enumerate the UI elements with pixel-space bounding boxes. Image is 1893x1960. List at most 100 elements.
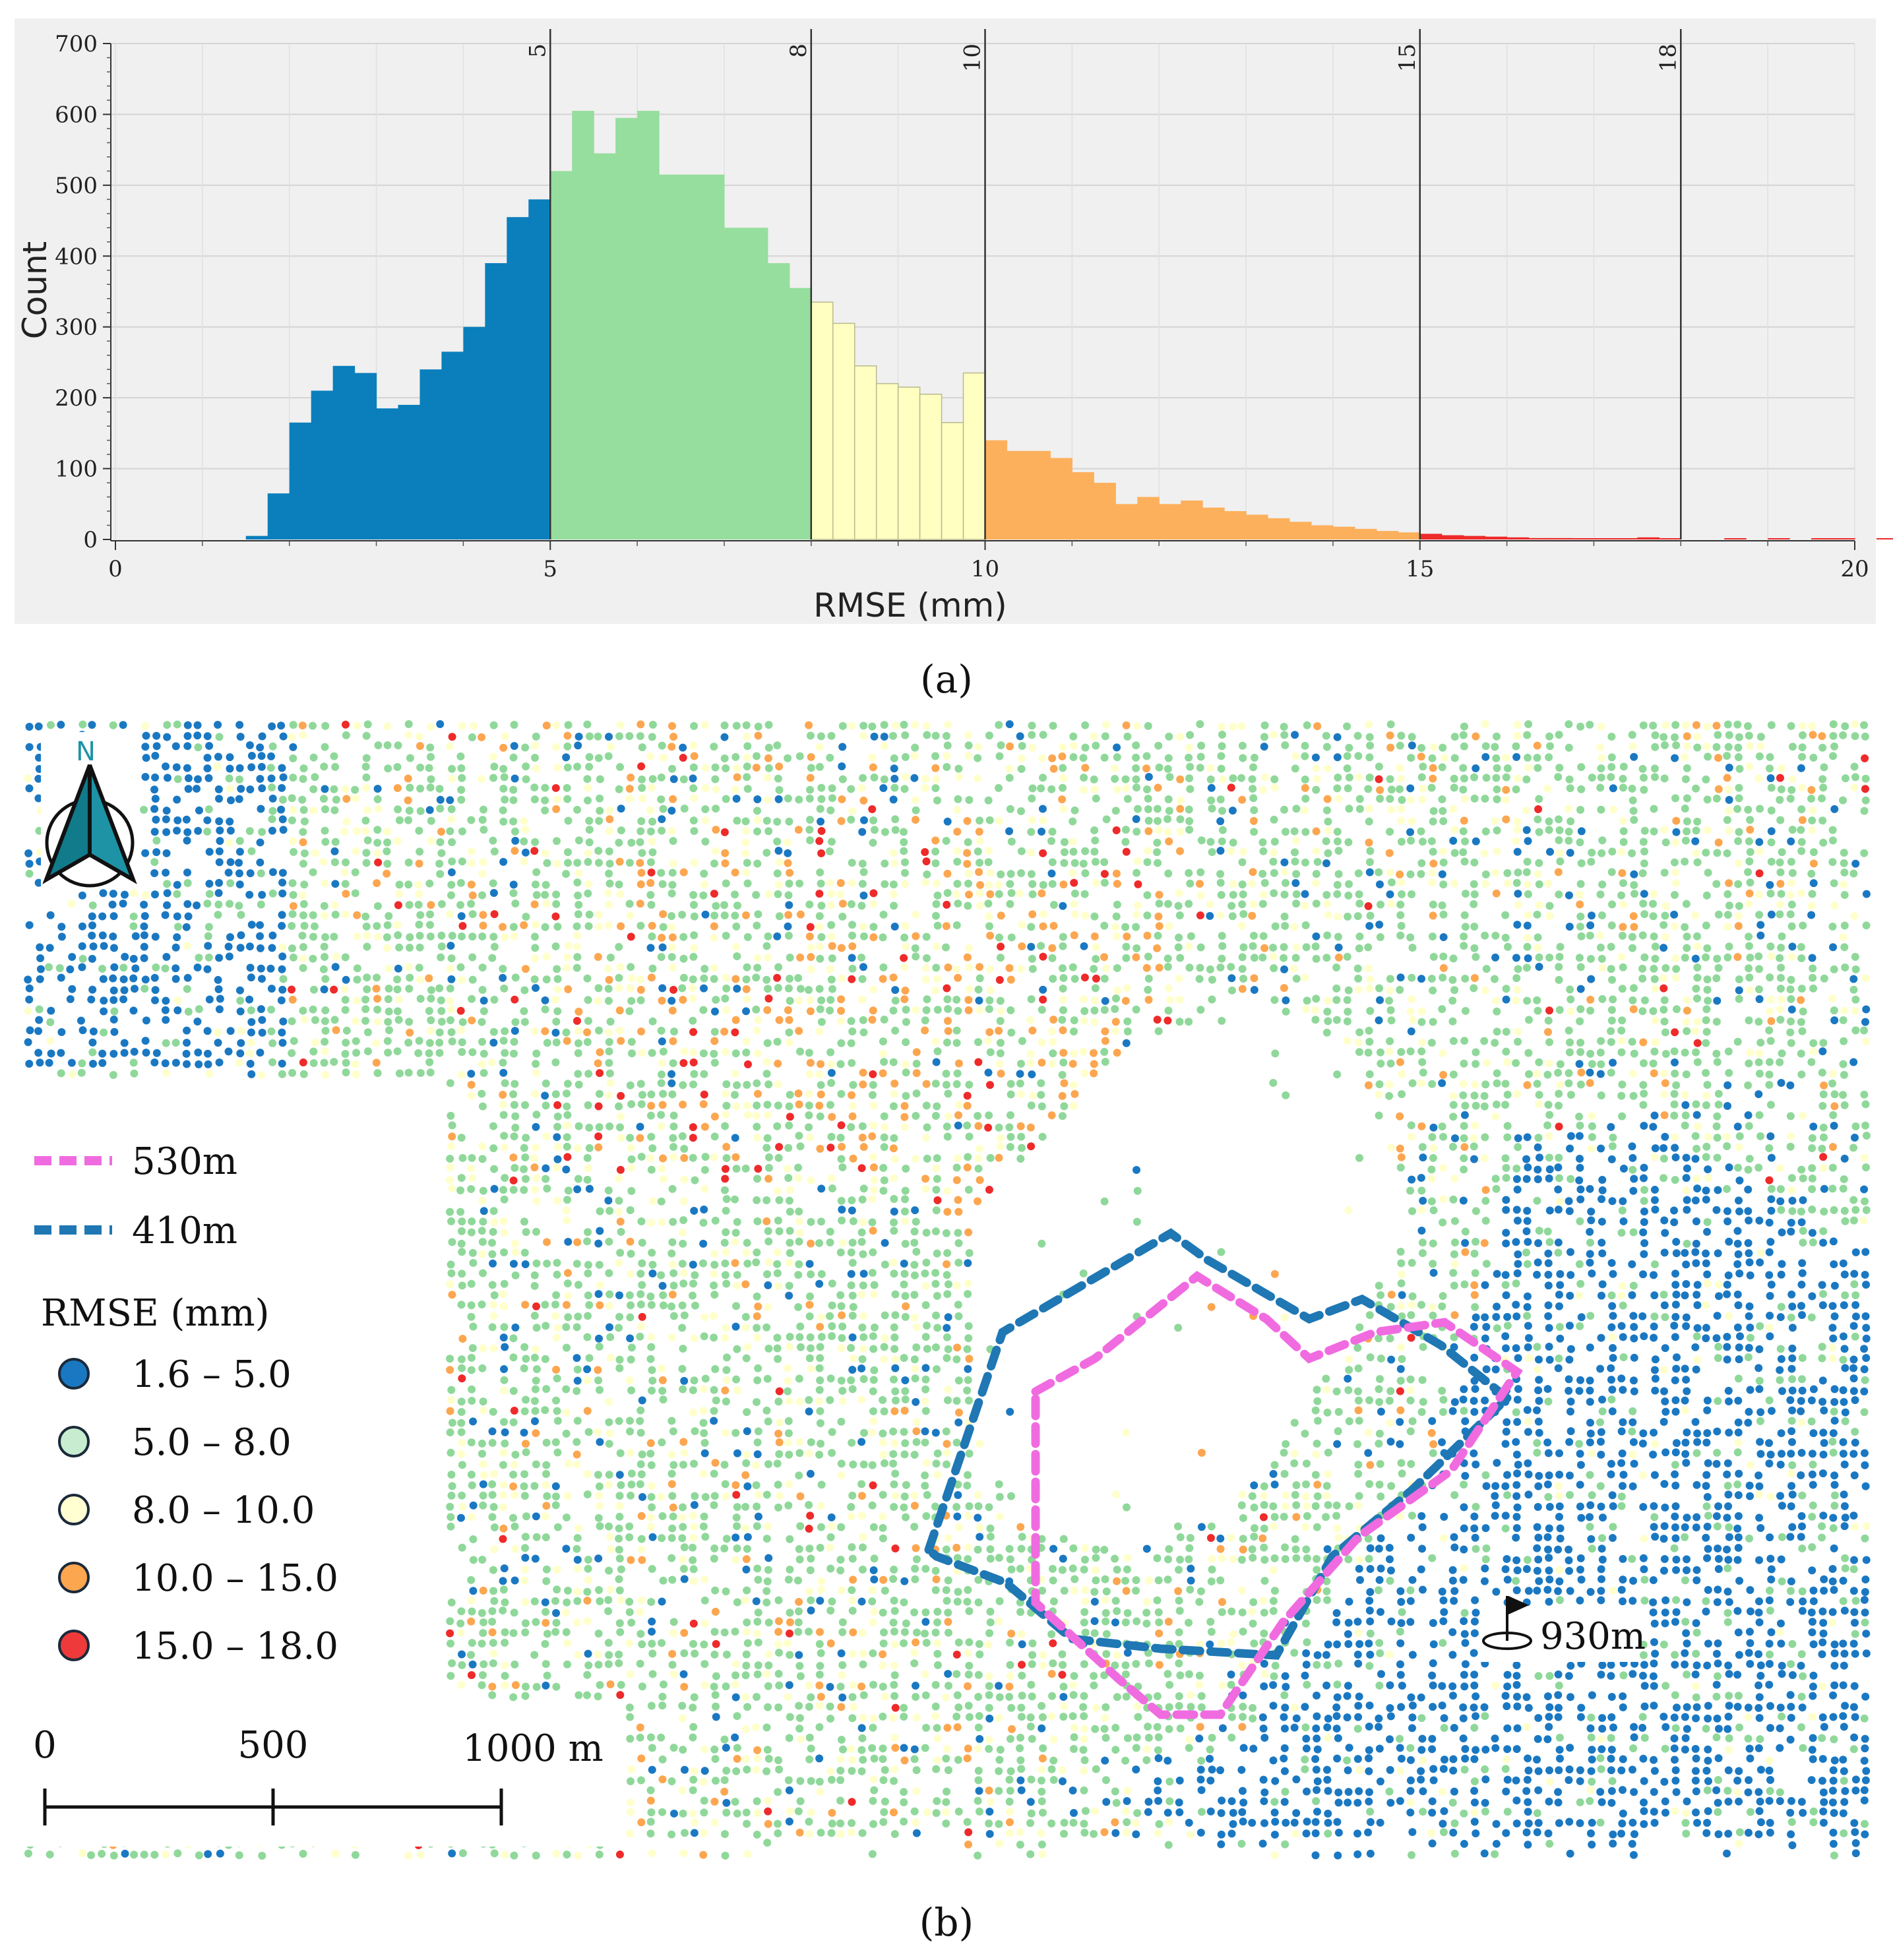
histogram-bar <box>897 386 921 540</box>
histogram-bar <box>419 369 443 539</box>
x-tick-label: 10 <box>971 556 999 582</box>
histogram-bars <box>245 111 1893 540</box>
histogram-bar <box>594 153 616 539</box>
peak-marker: 930m <box>1481 1596 1646 1662</box>
scale-label-0: 0 <box>33 1724 57 1767</box>
histogram-bar <box>550 171 573 539</box>
north-arrow-icon: N <box>41 732 140 888</box>
x-ticks: 0 5 10 15 20 <box>108 541 1869 582</box>
histogram-bar <box>1811 538 1834 539</box>
scale-label-1000: 1000 m <box>462 1727 603 1770</box>
histogram-bar <box>659 174 681 539</box>
legend-swatch <box>58 1358 90 1390</box>
histogram-bar <box>267 493 290 539</box>
histogram-bar <box>1159 504 1181 539</box>
histogram-bar <box>1224 511 1247 539</box>
histogram-bar <box>463 326 485 539</box>
histogram-bar <box>1354 528 1377 539</box>
histogram-bar <box>962 372 986 540</box>
histogram-bar <box>1876 538 1893 539</box>
legend-item-label: 1.6 – 5.0 <box>132 1353 292 1396</box>
north-label: N <box>76 737 96 767</box>
histogram-bar <box>1833 538 1855 539</box>
y-tick-label: 400 <box>55 243 98 270</box>
x-tick-label: 5 <box>543 556 557 582</box>
scale-label-500: 500 <box>238 1724 309 1767</box>
histogram-panel: 5 8 10 15 18 0 100 200 300 400 500 600 700 0 5 10 15 20… <box>15 18 1893 625</box>
y-tick-label: 300 <box>55 315 98 341</box>
y-tick-label: 0 <box>83 527 98 553</box>
histogram-bar <box>1268 518 1290 539</box>
map-panel: N 530m 410m RMSE (mm) 1.6 – 5.0 5.0 – 8.0… <box>20 720 1871 1860</box>
legend-swatch <box>58 1494 90 1525</box>
x-tick-label: 0 <box>108 556 123 582</box>
histogram-bar <box>941 421 964 540</box>
histogram-bar <box>1050 458 1072 539</box>
histogram-bar <box>1115 504 1138 539</box>
y-tick-label: 700 <box>55 31 98 57</box>
histogram-bar <box>1181 500 1203 539</box>
histogram-bar <box>702 174 725 539</box>
histogram-bar <box>1137 497 1160 539</box>
threshold-label: 10 <box>960 44 986 72</box>
legend-swatch <box>58 1630 90 1661</box>
histogram-bar <box>637 111 660 540</box>
histogram-bar <box>1376 531 1399 539</box>
histogram-bar <box>1094 483 1116 539</box>
y-tick-label: 600 <box>55 102 98 128</box>
y-tick-label: 100 <box>55 456 98 483</box>
histogram-bar <box>1485 536 1508 539</box>
threshold-lines: 5 8 10 15 18 <box>524 29 1682 539</box>
histogram-bar <box>1289 522 1312 539</box>
histogram-bar <box>507 217 529 539</box>
legend-item-label: 8.0 – 10.0 <box>132 1489 315 1532</box>
flag-icon <box>1508 1596 1529 1614</box>
histogram-bar <box>398 404 421 539</box>
histogram-bar <box>1311 525 1334 539</box>
histogram-bar <box>1724 538 1747 539</box>
histogram-bar <box>311 390 334 539</box>
legend-swatch <box>58 1426 90 1457</box>
histogram-bar <box>485 263 507 539</box>
histogram-bar <box>1332 526 1355 539</box>
caption-a: (a) <box>920 657 973 702</box>
histogram-bar <box>1550 537 1573 539</box>
threshold-label: 15 <box>1394 44 1421 72</box>
histogram-bar <box>681 174 703 539</box>
histogram-bar <box>376 408 399 539</box>
histogram-bar <box>919 394 943 540</box>
legend-item-label: 5.0 – 8.0 <box>132 1421 292 1464</box>
histogram-bar <box>745 228 768 539</box>
legend-item-label: 10.0 – 15.0 <box>132 1557 338 1600</box>
threshold-label: 5 <box>524 44 551 58</box>
histogram-bar <box>441 352 464 539</box>
histogram-bar <box>528 199 551 539</box>
histogram-bar <box>789 288 812 539</box>
peak-label: 930m <box>1540 1615 1646 1658</box>
histogram-bar <box>1028 450 1051 539</box>
histogram-bar <box>1768 538 1790 539</box>
y-tick-label: 500 <box>55 173 98 199</box>
histogram-bar <box>767 263 790 539</box>
threshold-label: 8 <box>786 44 812 58</box>
histogram-bar <box>245 536 268 539</box>
histogram-bar <box>1419 534 1443 539</box>
histogram-bar <box>332 365 356 539</box>
histogram-bar <box>724 228 747 539</box>
histogram-bar <box>1463 536 1486 539</box>
y-ticks: 0 100 200 300 400 500 600 700 <box>55 31 111 553</box>
map-legend: 530m 410m RMSE (mm) 1.6 – 5.0 5.0 – 8.0 8.… <box>20 1082 442 1715</box>
legend-title: RMSE (mm) <box>41 1292 269 1335</box>
rmse-point-cloud <box>24 720 1871 1860</box>
histogram-bar <box>1572 538 1595 539</box>
y-axis-label: Count <box>16 241 54 340</box>
histogram-bar <box>1506 537 1530 539</box>
legend-swatch <box>58 1562 90 1593</box>
legend-530m-label: 530m <box>132 1140 237 1183</box>
histogram-bar <box>615 117 638 540</box>
caption-b: (b) <box>919 1900 974 1945</box>
histogram-bar <box>1594 538 1617 539</box>
legend-items: 1.6 – 5.0 5.0 – 8.0 8.0 – 10.0 10.0 – 15.0 1… <box>58 1353 338 1668</box>
threshold-label: 18 <box>1655 44 1681 72</box>
